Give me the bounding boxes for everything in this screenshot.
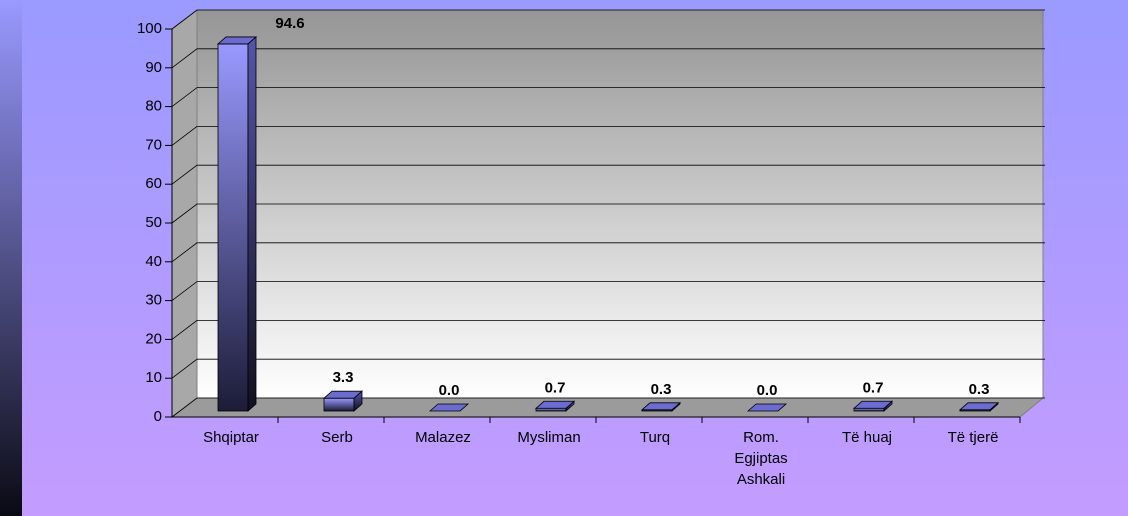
grid-line: [171, 9, 1045, 30]
bar-top: [322, 390, 364, 399]
value-label: 0.3: [969, 381, 990, 398]
x-tick-label: Mysliman: [517, 429, 581, 446]
y-tick-label: 60: [145, 175, 162, 192]
grid-line: [171, 319, 1045, 340]
y-tick-label: 80: [145, 98, 162, 115]
bar: [958, 401, 1000, 412]
x-tick-label: Turq: [639, 429, 671, 446]
y-tick-label: 70: [145, 136, 162, 153]
y-tick-label: 30: [145, 292, 162, 309]
y-tick-label: 40: [145, 253, 162, 270]
y-tick-label: 20: [145, 330, 162, 347]
bar: [746, 403, 788, 412]
bar-top: [958, 402, 1000, 411]
value-label: 0.3: [651, 381, 672, 398]
grid-line: [171, 397, 1045, 418]
bar: [534, 400, 576, 412]
bar: [216, 36, 258, 412]
value-label: 3.3: [333, 369, 354, 386]
grid-line: [171, 358, 1045, 379]
floor: [170, 397, 1045, 418]
value-label: 0.0: [757, 382, 778, 399]
value-label: 0.7: [863, 379, 884, 396]
x-tick-label: Shqiptar: [203, 429, 259, 446]
y-tick-label: 50: [145, 214, 162, 231]
value-label: 0.7: [545, 379, 566, 396]
bar-top: [534, 400, 576, 409]
bar: [428, 403, 470, 412]
y-tick-label: 90: [145, 59, 162, 76]
bar-top: [428, 403, 470, 412]
bar: [322, 390, 364, 412]
bar: [852, 400, 894, 412]
bar-top: [216, 36, 258, 45]
grid-line: [171, 203, 1045, 224]
x-tick-label: Të huaj: [841, 429, 893, 446]
value-label: 94.6: [275, 15, 304, 32]
grid-line: [171, 164, 1045, 185]
grid-line: [171, 242, 1045, 263]
value-label: 0.0: [439, 382, 460, 399]
bar-top: [852, 400, 894, 409]
x-tick-label: Malazez: [415, 429, 471, 446]
bar-front: [217, 43, 249, 412]
bar: [640, 401, 682, 412]
x-tick-label: Serb: [321, 429, 353, 446]
y-tick-label: 10: [145, 369, 162, 386]
bar-side: [247, 36, 257, 412]
bar-top: [640, 402, 682, 411]
side-strip: [0, 0, 22, 516]
x-tick-label: Të tjerë: [947, 429, 999, 446]
y-tick-label: 0: [154, 408, 162, 425]
grid-line: [171, 48, 1045, 69]
y-tick-label: 100: [137, 20, 162, 37]
grid-line: [171, 87, 1045, 107]
bar-front: [853, 407, 885, 412]
grid-line: [171, 281, 1045, 301]
bar-front: [323, 397, 355, 412]
bar-front: [535, 407, 567, 412]
x-tick-label: Rom. Egjiptas Ashkali: [734, 429, 788, 488]
grid-line: [171, 126, 1045, 146]
bar-top: [746, 403, 788, 412]
